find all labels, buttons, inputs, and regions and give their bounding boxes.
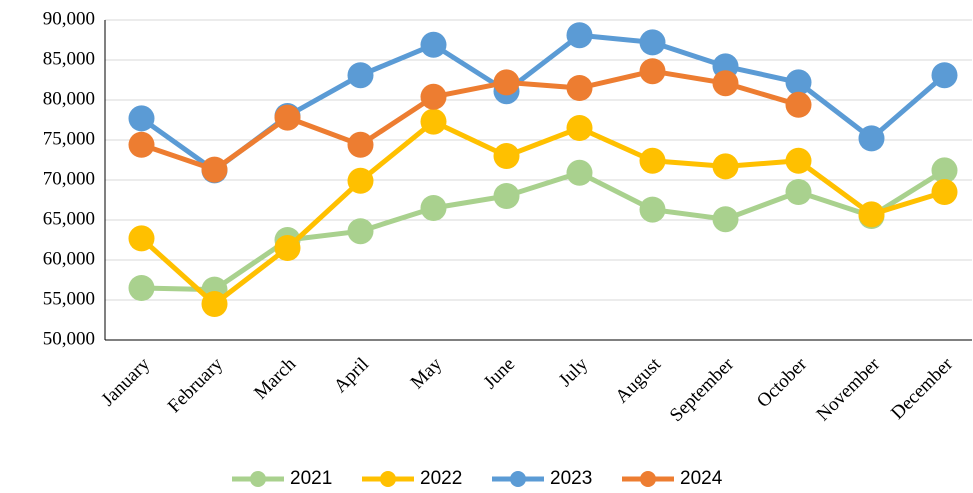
legend-item: 2023	[492, 468, 592, 489]
data-point	[639, 196, 666, 223]
data-point	[566, 75, 593, 101]
data-point	[128, 275, 155, 301]
x-tick-label: June	[480, 354, 519, 393]
data-point	[785, 147, 812, 174]
x-tick-label: September	[666, 353, 739, 426]
y-tick-label: 70,000	[43, 168, 95, 189]
x-tick-label: December	[887, 353, 958, 424]
data-point	[566, 159, 593, 186]
y-tick-label: 85,000	[43, 48, 95, 69]
data-point	[785, 179, 812, 205]
data-point	[785, 69, 812, 96]
y-tick-label: 50,000	[43, 328, 95, 349]
y-tick-label: 75,000	[43, 128, 95, 149]
data-point	[566, 115, 593, 141]
x-tick-label: August	[611, 353, 665, 407]
x-tick-label: March	[250, 353, 300, 403]
data-point	[128, 131, 155, 158]
x-tick-label: July	[555, 353, 593, 391]
x-tick-label: April	[330, 354, 373, 397]
data-point	[858, 125, 885, 152]
legend-label: 2021	[290, 468, 332, 489]
data-point	[128, 105, 155, 132]
y-tick-label: 80,000	[43, 88, 95, 109]
data-point	[785, 91, 812, 118]
series-line	[140, 68, 800, 173]
legend-label: 2024	[680, 468, 723, 489]
legend-marker	[510, 471, 526, 487]
data-point	[420, 195, 447, 221]
data-point	[493, 183, 520, 209]
x-tick-label: February	[164, 353, 228, 417]
data-point	[858, 201, 885, 228]
data-point	[493, 69, 520, 96]
legend-marker	[250, 471, 266, 487]
data-point	[639, 147, 666, 174]
data-point	[420, 31, 447, 58]
data-point	[420, 108, 447, 135]
data-point	[347, 62, 374, 89]
series-line	[141, 168, 946, 293]
data-point	[639, 58, 666, 85]
data-point	[712, 206, 739, 233]
series-line	[140, 32, 947, 173]
x-tick-label: November	[813, 353, 885, 425]
x-tick-label: October	[753, 353, 812, 412]
data-point	[274, 235, 301, 261]
data-point	[347, 167, 374, 194]
series-line	[139, 119, 946, 307]
y-tick-label: 90,000	[43, 8, 95, 29]
legend-label: 2022	[420, 468, 462, 489]
data-point	[712, 153, 739, 180]
data-point	[639, 29, 666, 56]
data-point	[931, 157, 958, 184]
y-tick-label: 55,000	[43, 288, 95, 309]
x-tick-label: January	[97, 353, 154, 410]
x-tick-label: May	[407, 353, 447, 393]
legend-marker	[380, 471, 396, 487]
data-point	[201, 156, 228, 183]
data-point	[347, 218, 374, 245]
data-point	[493, 143, 520, 169]
legend-item: 2024	[622, 468, 723, 489]
y-tick-label: 65,000	[43, 208, 95, 229]
data-point	[931, 62, 958, 89]
data-point	[347, 131, 374, 158]
legend-item: 2022	[362, 468, 462, 489]
data-point	[274, 104, 301, 131]
legend-item: 2021	[232, 468, 332, 489]
data-point	[201, 291, 228, 317]
data-point	[712, 70, 739, 97]
legend-label: 2023	[550, 468, 592, 489]
legend-marker	[640, 471, 656, 487]
data-point	[931, 179, 958, 205]
y-tick-label: 60,000	[43, 248, 95, 269]
data-point	[420, 83, 447, 110]
data-point	[566, 22, 593, 49]
data-point	[128, 225, 155, 252]
